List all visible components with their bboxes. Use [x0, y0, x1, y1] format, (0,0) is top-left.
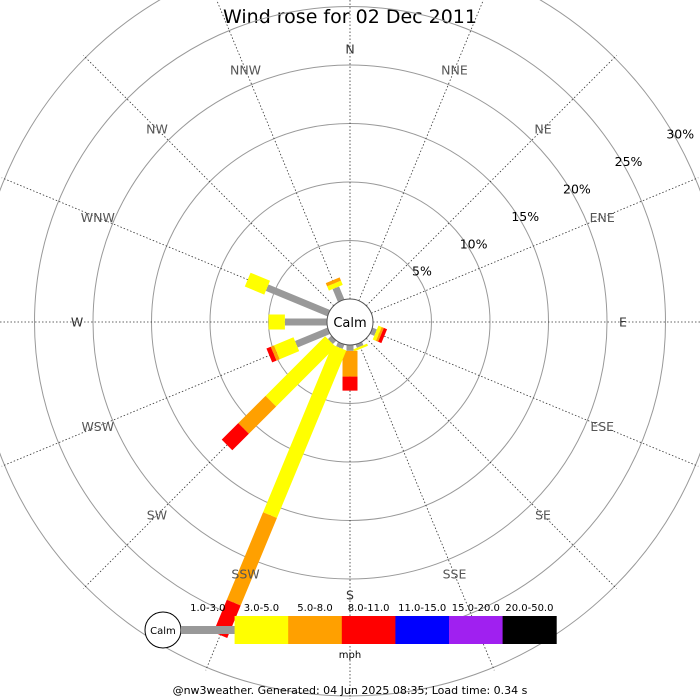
wind-bar-segment — [372, 325, 382, 341]
wind-bar-segment — [336, 341, 345, 349]
direction-label: NNW — [230, 62, 261, 77]
ring-label: 15% — [511, 209, 539, 224]
legend-bin-label: 1.0-3.0 — [190, 603, 225, 614]
direction-label: E — [619, 315, 627, 330]
legend-bin-label: 20.0-50.0 — [505, 603, 553, 614]
ring-labels: 5% 10% 15% 20% 25% 30% — [412, 126, 694, 278]
direction-label: NNE — [441, 62, 468, 77]
legend-calm-label: Calm — [150, 626, 176, 637]
ring-label: 5% — [412, 264, 432, 279]
grid-spoke — [365, 337, 617, 589]
direction-label: ESE — [590, 419, 614, 434]
wind-bar-segment — [226, 512, 277, 606]
legend-bin-label: 8.0-11.0 — [348, 603, 390, 614]
wind-bar-segment — [355, 341, 364, 348]
direction-label: SSW — [231, 567, 259, 582]
wind-bar-segment — [375, 327, 384, 342]
ring-label: 20% — [563, 181, 591, 196]
legend-swatch — [288, 616, 343, 644]
grid-spoke — [358, 0, 484, 301]
wind-bar-segment — [332, 286, 345, 303]
wind-bar-segment — [263, 344, 347, 518]
wind-bars — [213, 272, 388, 638]
wind-bar-segment — [327, 335, 337, 345]
calm-label: Calm — [333, 316, 366, 331]
direction-label: NW — [146, 121, 168, 136]
direction-label: SSE — [443, 567, 467, 582]
direction-label: S — [346, 588, 354, 603]
wind-bar-segment — [294, 327, 331, 348]
direction-label: N — [345, 42, 354, 57]
legend-swatch — [234, 616, 289, 644]
grid-ring — [92, 64, 608, 580]
direction-label: SE — [535, 508, 551, 523]
wind-bar-segment — [266, 346, 277, 363]
direction-label: WSW — [81, 419, 114, 434]
direction-label: SW — [147, 508, 167, 523]
wind-bar-segment — [325, 277, 341, 287]
grid-spoke — [1, 177, 329, 314]
direction-label: NE — [534, 121, 551, 136]
ring-label: 30% — [666, 126, 694, 141]
direction-label: W — [71, 315, 83, 330]
legend-swatch — [341, 616, 396, 644]
wind-bar-segment — [244, 272, 271, 295]
grid-spoke — [365, 55, 617, 307]
wind-bar-segment — [265, 284, 331, 317]
grid-spoke — [358, 343, 495, 671]
ring-label: 25% — [615, 154, 643, 169]
grid-spoke — [83, 55, 335, 307]
wind-bar-segment — [238, 395, 277, 434]
wind-bar-segment — [270, 345, 280, 361]
wind-bar-segment — [369, 327, 377, 336]
legend-swatch — [449, 616, 504, 644]
direction-labels: N NNE NE ENE E ESE SE SSE S SSW SW WSW W WNW NW NNW — [71, 42, 627, 603]
legend-bin-label: 15.0-20.0 — [452, 603, 500, 614]
wind-bar-segment — [327, 280, 343, 291]
calm-center: Calm — [326, 298, 374, 346]
direction-label: ENE — [590, 210, 615, 225]
speed-legend: Calm 1.0-3.0 3.0-5.0 5.0-8.0 8.0-11.0 11.0-15… — [144, 603, 557, 661]
footer-text: @nw3weather. Generated: 04 Jun 2025 08:3… — [172, 684, 528, 697]
wind-bar-segment — [273, 337, 300, 360]
legend-bin-label: 11.0-15.0 — [398, 603, 446, 614]
calm-circle — [326, 298, 374, 346]
legend-bin-label: 3.0-5.0 — [244, 603, 279, 614]
wind-bar-segment — [221, 423, 249, 451]
legend-swatch — [181, 626, 236, 634]
ring-label: 10% — [460, 236, 488, 251]
wind-bar-segment — [265, 336, 336, 407]
grid-spoke — [1, 330, 329, 467]
chart-title: Wind rose for 02 Dec 2011 — [223, 6, 477, 28]
legend-swatch — [395, 616, 450, 644]
wind-bar-segment — [378, 327, 388, 344]
grid-spoke — [371, 177, 699, 314]
grid-spoke — [216, 0, 342, 301]
grid-spoke — [371, 330, 699, 467]
wind-bar-segment — [353, 343, 368, 352]
legend-unit-label: mph — [339, 650, 361, 661]
grid-spoke — [83, 337, 335, 589]
direction-label: WNW — [81, 210, 115, 225]
legend-bin-label: 5.0-8.0 — [297, 603, 332, 614]
legend-swatch — [502, 616, 557, 644]
